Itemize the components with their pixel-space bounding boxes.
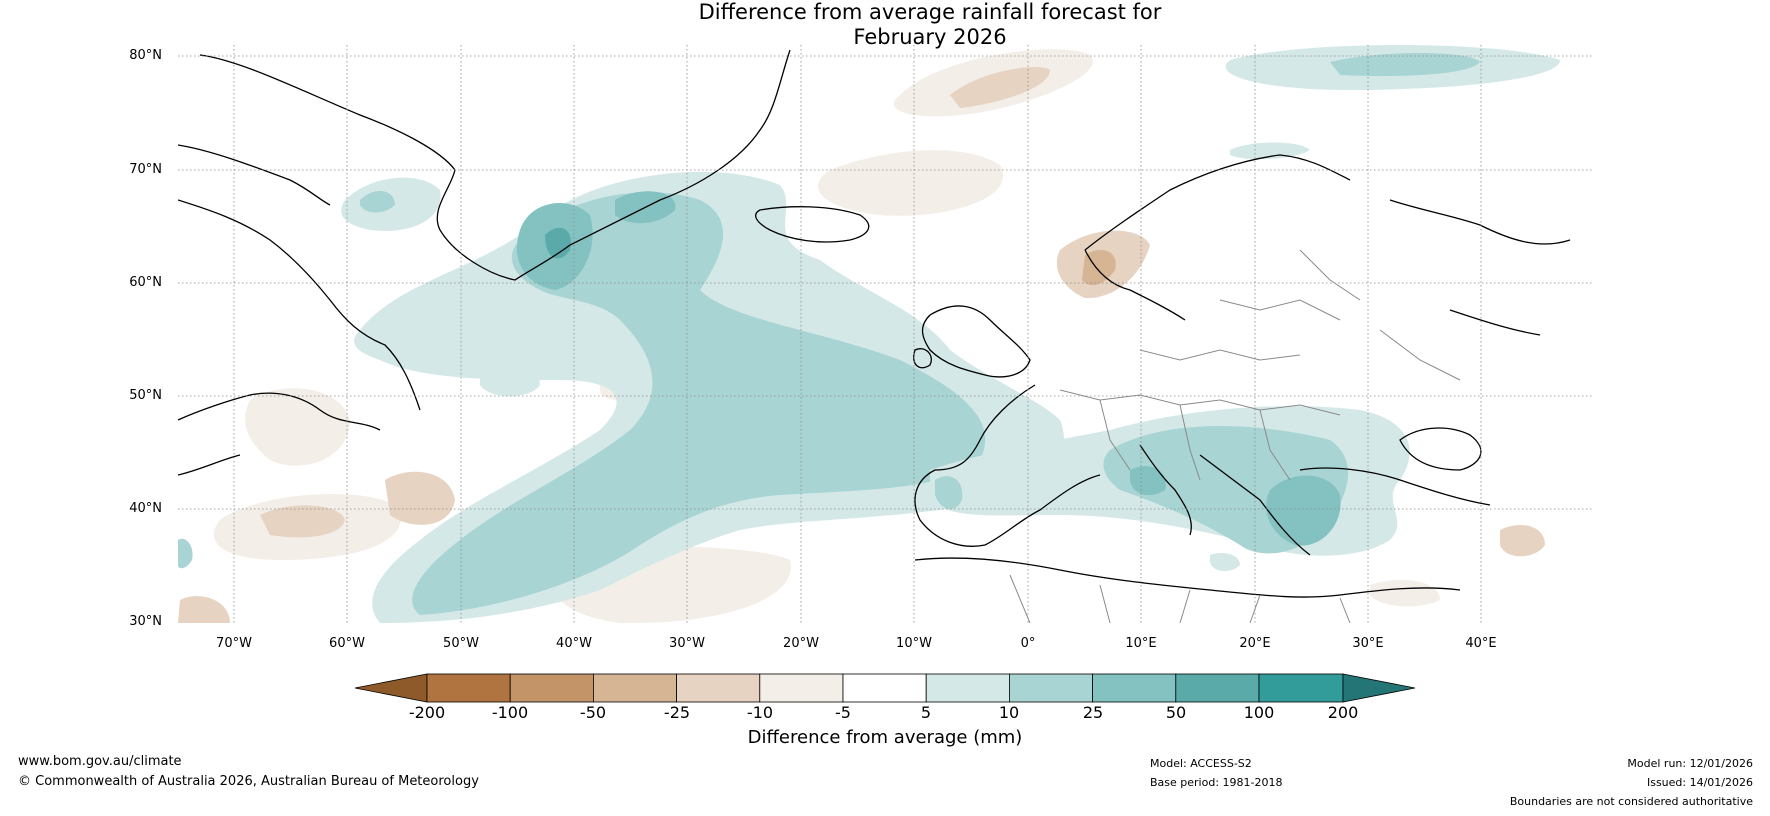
lon-label-20w: 20°W [783,636,819,651]
wet-anomaly-mid-west-atlantic [480,361,540,397]
italy-coast [1139,444,1192,536]
colorbar-extend-low [354,673,428,703]
colorbar-swatch-9 [1092,673,1177,703]
wet-anomaly-greece-aegean [1266,475,1341,546]
wet-anomaly-sicily [1130,466,1166,496]
colorbar-tick-label: -50 [579,703,607,722]
wet-anomaly-greenland-core [545,227,571,259]
colorbar-tick-label: -25 [663,703,691,722]
model-run-date: Model run: 12/01/2026 [1627,757,1753,770]
colorbar-swatch-1 [426,673,511,703]
colorbar-swatch-10 [1175,673,1260,703]
labrador-newfoundland-coast [178,392,381,476]
black-sea-coast [1399,427,1482,471]
copyright-notice: © Commonwealth of Australia 2026, Austra… [18,774,479,789]
wet-anomaly-left-edge [178,538,193,569]
dry-anomaly-labrador [245,388,350,466]
base-period: Base period: 1981-2018 [1150,776,1283,789]
balkans-greece-coast [1199,454,1491,556]
colorbar-tick-label: 25 [1082,703,1104,722]
border-lines-africa [1009,574,1351,623]
wet-anomaly-baffin [360,190,395,213]
colorbar-swatch-5 [759,673,844,703]
colorbar-swatch-4 [676,673,761,703]
colorbar-swatch-7 [925,673,1010,703]
lon-label-30e: 30°E [1352,636,1384,651]
colorbar-swatch-3 [593,673,678,703]
dry-anomaly-sw-corner [178,596,230,623]
boundaries-disclaimer: Boundaries are not considered authoritat… [1509,795,1753,808]
colorbar-tick-label: 50 [1165,703,1187,722]
dry-anomaly-nova-scotia [385,471,455,525]
border-lines-europe [1059,249,1461,481]
colorbar-tick-label: 5 [920,703,932,722]
graticule [178,45,1593,623]
wet-anomaly-barents-small [1230,142,1310,160]
colorbar-tick-label: -5 [835,703,851,722]
map-title: Difference from average rainfall forecas… [600,0,1260,50]
lon-label-40e: 40°E [1465,636,1497,651]
canadian-arctic-coast [178,144,421,411]
western-europe-coast [914,384,1101,547]
colorbar-title: Difference from average (mm) [747,727,1023,748]
title-line-1: Difference from average rainfall forecas… [698,0,1162,24]
rainfall-anomaly-field [178,45,1560,623]
colorbar-tick-label: -100 [491,703,529,722]
lat-label-40n: 40°N [129,501,162,516]
issued-date: Issued: 14/01/2026 [1646,776,1753,789]
colorbar-swatch-2 [509,673,594,703]
north-africa-coast [914,557,1461,598]
lat-label-70n: 70°N [129,162,162,177]
lat-label-30n: 30°N [129,614,162,629]
lon-label-60w: 60°W [329,636,365,651]
colorbar-tick-label: -200 [408,703,446,722]
dry-anomaly-east-med [1500,525,1545,557]
colorbar [354,673,1416,703]
dry-anomaly-north-africa [1370,580,1440,607]
lat-label-60n: 60°N [129,275,162,290]
country-borders [1009,249,1461,623]
colorbar-tick-label: 100 [1243,703,1275,722]
wet-anomaly-levant [1210,553,1240,572]
lat-label-50n: 50°N [129,388,162,403]
greenland-coast [199,49,791,281]
wet-anomaly-iberia [935,476,963,510]
lon-label-20e: 20°E [1239,636,1271,651]
website-link[interactable]: www.bom.gov.au/climate [18,754,182,769]
lon-label-50w: 50°W [443,636,479,651]
lon-label-0: 0° [1020,636,1036,651]
lat-label-80n: 80°N [129,48,162,63]
uk-ireland-coast [913,305,1031,378]
dry-anomaly-west-atlantic-core [260,505,345,538]
colorbar-tick-label: 200 [1327,703,1359,722]
colorbar-swatch-6 [842,673,927,703]
colorbar-tick-label: -10 [746,703,774,722]
lon-label-10e: 10°E [1125,636,1157,651]
colorbar-swatch-8 [1009,673,1094,703]
iceland-coast [755,206,870,243]
lon-label-30w: 30°W [669,636,705,651]
model-name: Model: ACCESS-S2 [1150,757,1252,770]
colorbar-tick-label: 10 [998,703,1020,722]
title-line-2: February 2026 [853,25,1007,49]
lon-label-40w: 40°W [556,636,592,651]
coastlines [178,49,1571,598]
colorbar-extend-high [1342,673,1416,703]
lon-label-10w: 10°W [896,636,932,651]
wet-anomaly-arctic-core [1330,53,1480,77]
dry-anomaly-north-sea-arctic-core [950,67,1050,108]
scandinavia-coast [1084,154,1351,321]
lon-label-70w: 70°W [216,636,252,651]
dry-anomaly-iceland-sea [818,150,1004,216]
colorbar-swatch-11 [1258,673,1344,703]
russian-arctic-coast [1389,199,1571,336]
